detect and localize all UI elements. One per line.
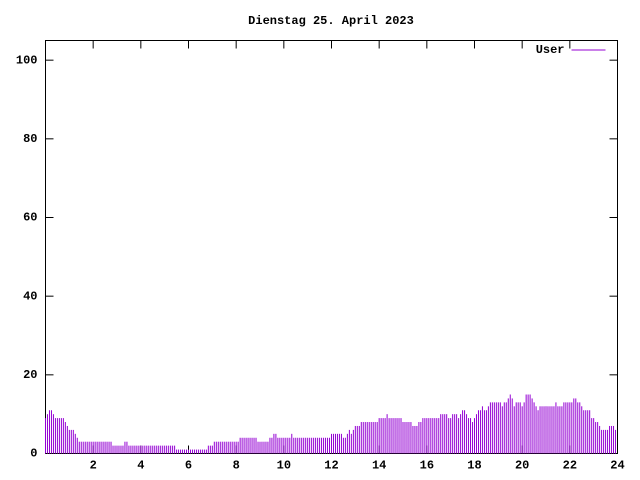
y-tick-label: 0 <box>30 447 37 461</box>
x-tick-label: 14 <box>372 459 386 473</box>
x-tick-label: 18 <box>467 459 481 473</box>
y-tick-label: 60 <box>23 211 37 225</box>
legend-label: User <box>536 43 565 57</box>
y-tick-label: 20 <box>23 368 37 382</box>
x-tick-label: 8 <box>233 459 240 473</box>
y-tick-label: 100 <box>16 53 38 67</box>
x-tick-label: 24 <box>610 459 624 473</box>
x-tick-label: 4 <box>137 459 144 473</box>
x-tick-label: 12 <box>324 459 338 473</box>
x-tick-label: 6 <box>185 459 192 473</box>
x-tick-label: 20 <box>515 459 529 473</box>
x-tick-label: 16 <box>420 459 434 473</box>
x-tick-label: 10 <box>277 459 291 473</box>
chart-title: Dienstag 25. April 2023 <box>248 14 414 28</box>
y-tick-label: 40 <box>23 289 37 303</box>
y-tick-label: 80 <box>23 132 37 146</box>
x-tick-label: 2 <box>90 459 97 473</box>
x-tick-label: 22 <box>563 459 577 473</box>
